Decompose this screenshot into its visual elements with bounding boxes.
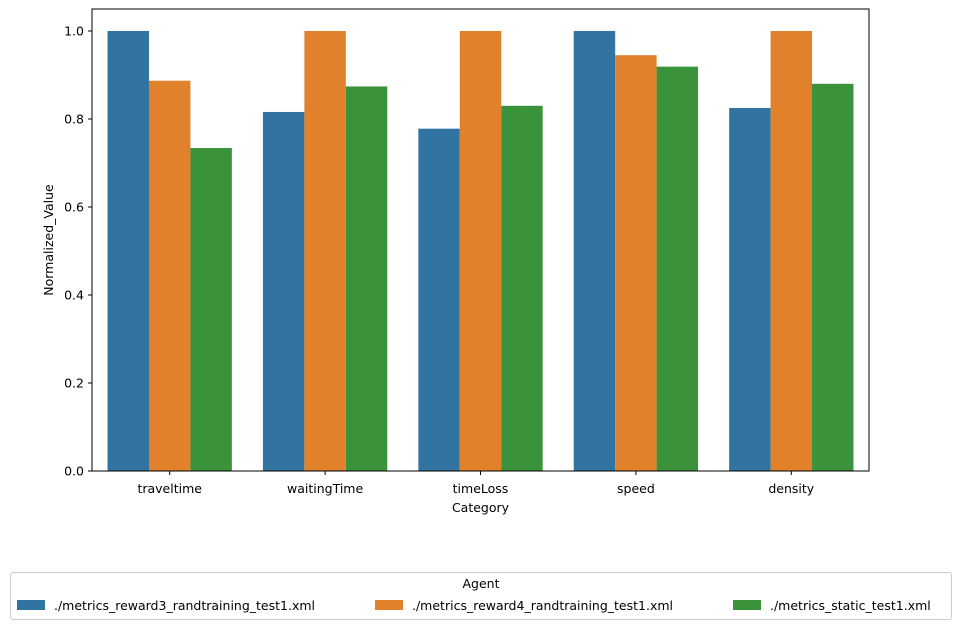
x-tick-label-traveltime: traveltime xyxy=(137,481,202,496)
y-tick-label: 0.8 xyxy=(64,112,84,127)
y-tick-label: 0.6 xyxy=(64,200,84,215)
bar-speed-series-0 xyxy=(573,31,616,471)
bar-density-series-0 xyxy=(729,108,771,471)
bar-traveltime-series-2 xyxy=(190,148,232,472)
x-axis: traveltime waitingTime timeLoss speed densit… xyxy=(137,471,815,496)
legend-label-reward4: ./metrics_reward4_randtraining_test1.xml xyxy=(412,597,674,613)
bar-speed-series-1 xyxy=(615,55,657,471)
x-tick-label-density: density xyxy=(768,481,814,496)
legend-swatch-reward3 xyxy=(17,600,45,610)
legend-item-reward3: ./metrics_reward3_randtraining_test1.xml xyxy=(17,597,315,613)
bar-density-series-1 xyxy=(770,31,813,471)
x-axis-label: Category xyxy=(452,500,510,515)
bar-timeLoss-series-0 xyxy=(418,128,460,471)
y-axis: 0.0 0.2 0.4 0.6 0.8 1.0 xyxy=(64,24,92,479)
y-tick-label: 0.2 xyxy=(64,376,84,391)
x-tick-label-timeLoss: timeLoss xyxy=(453,481,509,496)
bar-traveltime-series-1 xyxy=(148,80,191,471)
bar-waitingTime-series-1 xyxy=(304,31,346,471)
bar-timeLoss-series-1 xyxy=(459,31,502,471)
bar-waitingTime-series-0 xyxy=(262,111,305,472)
x-tick-label-waitingTime: waitingTime xyxy=(287,481,363,496)
bar-speed-series-2 xyxy=(656,66,699,471)
legend: Agent ./metrics_reward3_randtraining_tes… xyxy=(10,572,952,620)
legend-swatch-static xyxy=(733,600,761,610)
bar-timeLoss-series-2 xyxy=(501,105,543,472)
y-tick-label: 1.0 xyxy=(64,24,84,39)
legend-label-reward3: ./metrics_reward3_randtraining_test1.xml xyxy=(54,597,316,613)
bar-traveltime-series-0 xyxy=(107,31,149,471)
legend-item-static: ./metrics_static_test1.xml xyxy=(733,597,931,613)
bars-layer xyxy=(107,31,854,472)
x-tick-label-speed: speed xyxy=(617,481,655,496)
y-axis-label: Normalized_Value xyxy=(41,184,56,296)
plot-frame xyxy=(91,8,870,472)
legend-label-static: ./metrics_static_test1.xml xyxy=(770,597,931,613)
legend-item-reward4: ./metrics_reward4_randtraining_test1.xml xyxy=(375,597,673,613)
legend-swatch-reward4 xyxy=(375,600,403,610)
bar-density-series-2 xyxy=(812,83,854,472)
legend-title: Agent xyxy=(462,576,500,591)
y-tick-label: 0.4 xyxy=(64,288,84,303)
bar-waitingTime-series-2 xyxy=(345,86,388,471)
y-tick-label: 0.0 xyxy=(64,464,84,479)
